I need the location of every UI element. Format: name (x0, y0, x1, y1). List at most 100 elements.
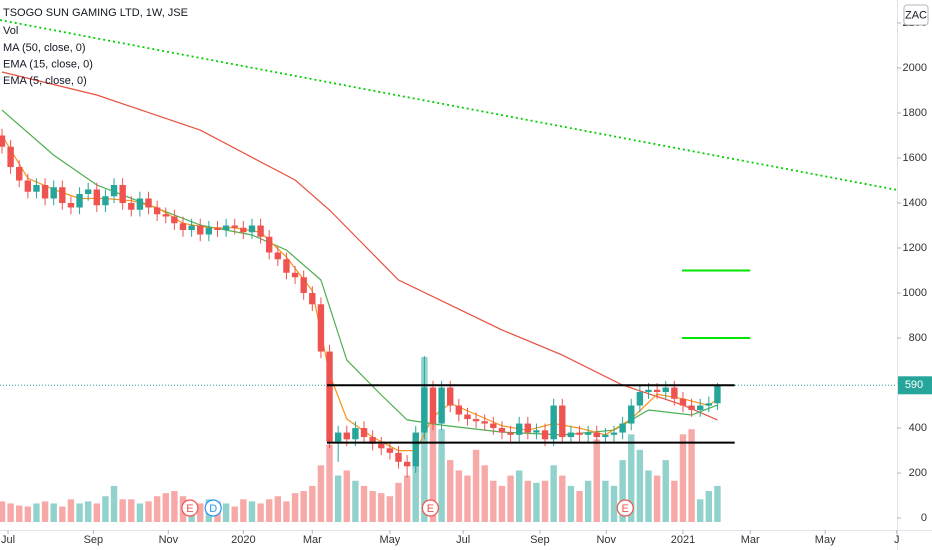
x-tick-label: Mar (741, 534, 760, 546)
trend-line (0, 19, 898, 191)
candle-body (343, 432, 350, 440)
candle-body (214, 227, 221, 231)
candle-body (628, 405, 635, 424)
volume-bar (67, 499, 75, 522)
last-price-label: 590 (905, 379, 923, 391)
candle-body (610, 432, 618, 435)
candle-body (93, 189, 101, 206)
candle-body (352, 428, 359, 440)
x-tick-label: Jul (1, 534, 15, 546)
volume-bar (636, 449, 644, 522)
volume-bar (584, 480, 592, 522)
x-tick-label: Nov (596, 534, 616, 546)
x-tick-label: Nov (159, 534, 179, 546)
volume-bar (360, 485, 368, 522)
volume-bar (628, 434, 635, 522)
volume-bar (550, 465, 557, 522)
event-label: E (622, 503, 629, 515)
event-marker (616, 499, 634, 517)
y-tick-label: 200 (909, 467, 927, 479)
candle-body (300, 277, 307, 294)
candle-body (7, 146, 14, 167)
volume-bar (653, 475, 661, 522)
volume-bar (697, 499, 704, 522)
volume-bar (395, 482, 402, 522)
candle-body (662, 387, 669, 393)
candle-body (421, 387, 428, 433)
volume-bar (714, 485, 721, 522)
last-price-box (898, 376, 932, 395)
volume-bar (610, 485, 618, 522)
candle-body (231, 225, 238, 228)
volume-bar (378, 493, 385, 522)
candle-body (67, 202, 75, 208)
candle-body (240, 227, 247, 233)
indicator-legend: MA (50, close, 0) (3, 42, 86, 54)
volume-bar (110, 485, 118, 522)
candle-body (76, 193, 83, 208)
volume-bar (481, 465, 488, 522)
candle-body (266, 236, 273, 253)
candle-body (533, 430, 540, 433)
volume-bar (688, 429, 695, 522)
x-tick-label: Sep (530, 534, 550, 546)
volume-bar (352, 480, 359, 522)
y-tick-label: 1400 (903, 197, 927, 209)
volume-bar (369, 491, 376, 522)
candle-body (688, 405, 695, 411)
y-tick-label: 2000 (903, 62, 927, 74)
candle-body (0, 135, 6, 147)
candle-body (455, 405, 463, 415)
volume-bar (240, 499, 247, 522)
candle-body (653, 389, 661, 393)
candle-body (59, 187, 66, 203)
y-tick-label: 1000 (903, 287, 927, 299)
candle-body (490, 423, 497, 429)
volume-bar (84, 501, 92, 522)
y-tick-label: 0 (921, 512, 927, 524)
volume-bar (447, 460, 454, 522)
indicator-line (1, 71, 718, 421)
volume-bar (222, 503, 230, 522)
volume-bar (472, 449, 480, 522)
y-tick-label: 1200 (903, 242, 927, 254)
y-tick-label: 1600 (903, 152, 927, 164)
candle-body (705, 403, 713, 406)
candle-body (697, 405, 704, 411)
volume-bar (343, 470, 350, 522)
volume-bar (93, 503, 101, 522)
candle-body (50, 187, 57, 199)
x-tick-label: J (894, 534, 900, 546)
volume-bar (662, 460, 669, 522)
volume-bar (559, 475, 566, 522)
volume-bar (533, 482, 540, 522)
volume-bar (326, 444, 333, 522)
volume-bar (619, 460, 626, 522)
volume-bar (0, 501, 6, 522)
candle-body (188, 225, 195, 231)
candle-body (438, 387, 445, 424)
volume-bar (33, 503, 40, 522)
candle-body (171, 216, 178, 224)
candle-body (291, 272, 299, 278)
candle-body (84, 189, 92, 194)
volume-bar (309, 485, 316, 522)
volume-bar (429, 418, 437, 522)
candle-body (550, 405, 557, 440)
volume-bar (153, 496, 161, 522)
candle-body (197, 225, 204, 235)
volume-bar (679, 434, 687, 522)
candle-body (248, 225, 256, 233)
indicator-legend: EMA (15, close, 0) (3, 58, 93, 70)
volume-bar (593, 439, 600, 522)
candle-body (145, 198, 152, 208)
volume-bar (197, 503, 204, 522)
candle-body (636, 392, 644, 406)
candle-body (153, 207, 161, 215)
candle-body (283, 259, 290, 273)
volume-bar (102, 496, 109, 522)
